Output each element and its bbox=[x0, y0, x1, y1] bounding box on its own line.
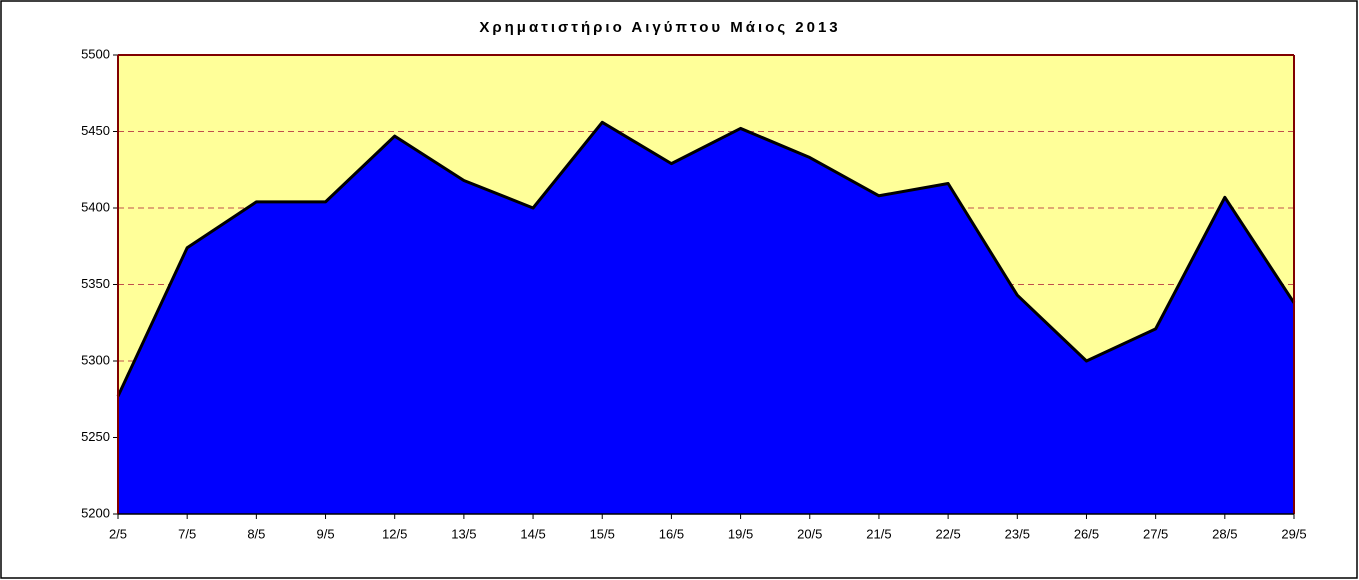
y-tick-label: 5350 bbox=[81, 276, 110, 291]
y-tick-label: 5300 bbox=[81, 352, 110, 367]
x-tick-label: 13/5 bbox=[451, 526, 476, 541]
area bbox=[118, 122, 1294, 514]
x-tick-label: 16/5 bbox=[659, 526, 684, 541]
x-tick-label: 7/5 bbox=[178, 526, 196, 541]
y-tick-label: 5450 bbox=[81, 123, 110, 138]
x-tick-label: 27/5 bbox=[1143, 526, 1168, 541]
x-tick-label: 9/5 bbox=[316, 526, 334, 541]
x-tick-label: 19/5 bbox=[728, 526, 753, 541]
x-tick-label: 8/5 bbox=[247, 526, 265, 541]
x-tick-label: 2/5 bbox=[109, 526, 127, 541]
x-tick-label: 12/5 bbox=[382, 526, 407, 541]
x-tick-label: 21/5 bbox=[866, 526, 891, 541]
y-tick-label: 5500 bbox=[81, 46, 110, 61]
x-tick-label: 29/5 bbox=[1281, 526, 1306, 541]
x-tick-label: 15/5 bbox=[590, 526, 615, 541]
x-tick-label: 14/5 bbox=[520, 526, 545, 541]
y-tick-label: 5400 bbox=[81, 199, 110, 214]
y-tick-label: 5250 bbox=[81, 429, 110, 444]
x-tick-label: 22/5 bbox=[935, 526, 960, 541]
y-tick-label: 5200 bbox=[81, 505, 110, 520]
chart-title: Χρηματιστήριο Αιγύπτου Μάιος 2013 bbox=[479, 19, 840, 36]
area-outline bbox=[116, 120, 1296, 397]
x-tick-label: 26/5 bbox=[1074, 526, 1099, 541]
x-tick-label: 28/5 bbox=[1212, 526, 1237, 541]
x-tick-label: 20/5 bbox=[797, 526, 822, 541]
x-tick-label: 23/5 bbox=[1005, 526, 1030, 541]
